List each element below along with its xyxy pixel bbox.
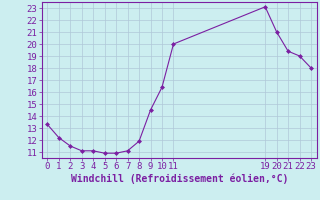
X-axis label: Windchill (Refroidissement éolien,°C): Windchill (Refroidissement éolien,°C)	[70, 174, 288, 184]
